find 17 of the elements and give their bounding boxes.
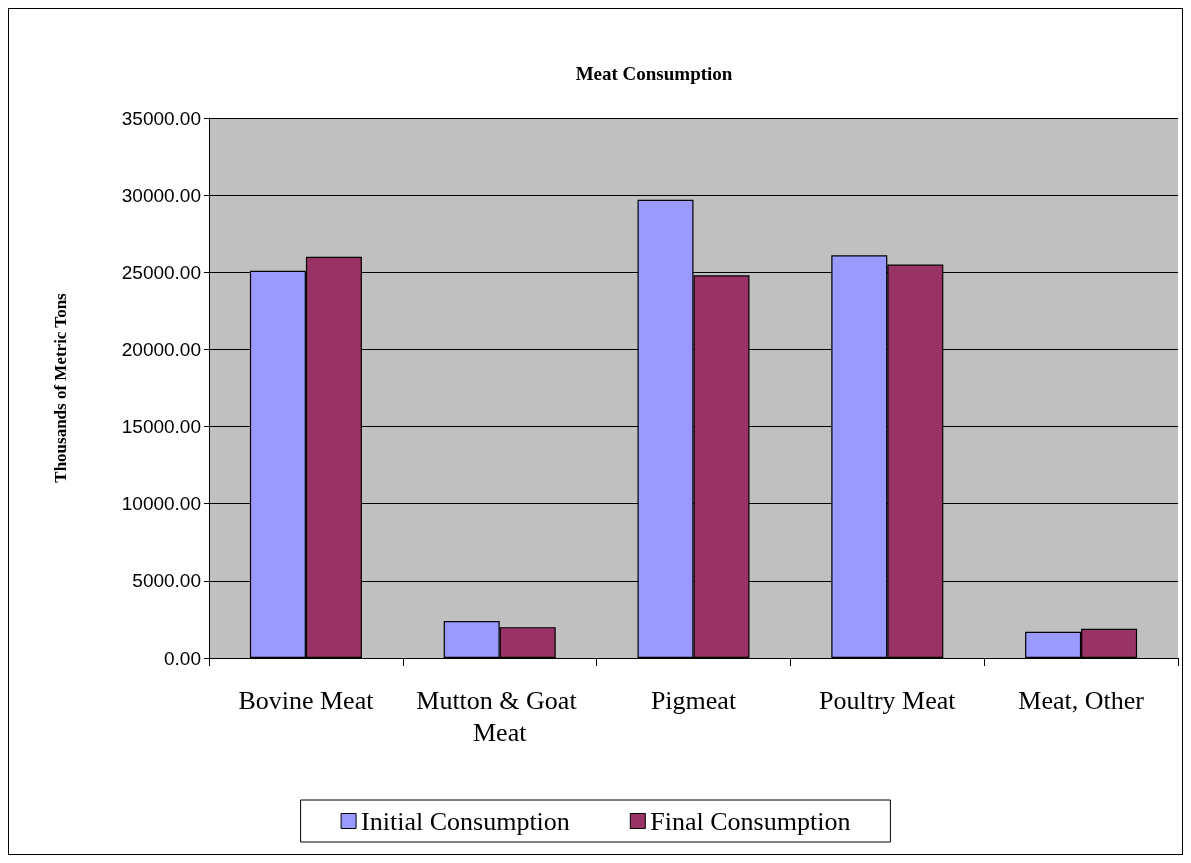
- y-tick-label: 25000.00: [121, 261, 201, 283]
- legend-label: Initial Consumption: [361, 806, 570, 836]
- x-tick-label: Bovine Meat: [238, 685, 375, 715]
- y-tick-label: 10000.00: [121, 493, 201, 515]
- y-tick-label: 5000.00: [132, 570, 201, 592]
- x-tick-label: Poultry Meat: [819, 685, 957, 715]
- chart-title: Meat Consumption: [575, 63, 733, 84]
- y-tick-label: 30000.00: [121, 184, 201, 206]
- y-tick-label: 15000.00: [121, 416, 201, 438]
- y-tick-label: 0.00: [164, 647, 201, 669]
- legend-label: Final Consumption: [650, 806, 851, 836]
- x-tick-label: Meat, Other: [1018, 685, 1145, 715]
- y-tick-label: 20000.00: [121, 338, 201, 360]
- x-tick-label: Mutton & Goat Meat: [416, 685, 584, 747]
- x-tick-label: Pigmeat: [650, 685, 737, 715]
- y-tick-label: 35000.00: [121, 107, 201, 129]
- y-axis-title: Thousands of Metric Tons: [51, 292, 70, 483]
